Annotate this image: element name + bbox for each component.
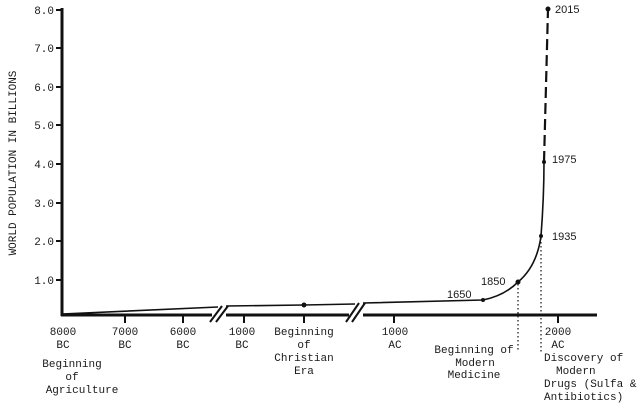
svg-text:Beginning: Beginning bbox=[274, 327, 333, 339]
y-ticks bbox=[56, 9, 62, 281]
svg-text:Antibiotics): Antibiotics) bbox=[544, 392, 623, 404]
svg-text:BC: BC bbox=[118, 340, 132, 352]
svg-text:of: of bbox=[297, 340, 310, 352]
annotation-modern-drugs: Discovery of Modern Drugs (Sulfa & Antib… bbox=[544, 353, 637, 404]
svg-text:Beginning of: Beginning of bbox=[434, 345, 513, 357]
svg-text:Modern: Modern bbox=[556, 366, 596, 378]
svg-text:1850: 1850 bbox=[481, 276, 505, 288]
svg-text:BC: BC bbox=[176, 340, 190, 352]
svg-text:1650: 1650 bbox=[447, 289, 471, 301]
svg-text:7.0: 7.0 bbox=[34, 44, 54, 56]
svg-text:6000: 6000 bbox=[170, 327, 196, 339]
svg-text:2.0: 2.0 bbox=[34, 237, 54, 249]
svg-text:Era: Era bbox=[294, 366, 314, 378]
point-labels: 1650 1850 1935 1975 2015 bbox=[447, 4, 579, 301]
population-curve bbox=[61, 161, 545, 315]
svg-text:5.0: 5.0 bbox=[34, 121, 54, 133]
svg-text:4.0: 4.0 bbox=[34, 160, 54, 172]
svg-text:BC: BC bbox=[235, 340, 249, 352]
annotation-agriculture: Beginning of Agriculture bbox=[42, 359, 118, 397]
annotation-christian-era: Beginning of Christian Era bbox=[274, 327, 333, 378]
svg-text:8.0: 8.0 bbox=[34, 6, 54, 18]
svg-text:1.0: 1.0 bbox=[34, 276, 54, 288]
svg-text:Agriculture: Agriculture bbox=[46, 385, 119, 397]
svg-text:1000: 1000 bbox=[229, 327, 255, 339]
svg-text:of: of bbox=[65, 372, 78, 384]
svg-text:AC: AC bbox=[551, 340, 565, 352]
projection-dashed-line bbox=[542, 8, 550, 163]
svg-text:7000: 7000 bbox=[112, 327, 138, 339]
svg-text:2000: 2000 bbox=[545, 327, 571, 339]
svg-text:1000: 1000 bbox=[382, 327, 408, 339]
svg-text:2015: 2015 bbox=[555, 4, 579, 16]
x-tick-labels: 8000 BC 7000 BC 6000 BC 1000 BC 1000 AC … bbox=[50, 327, 571, 352]
svg-text:1975: 1975 bbox=[552, 154, 576, 166]
svg-text:Discovery of: Discovery of bbox=[544, 353, 623, 365]
svg-text:Medicine: Medicine bbox=[448, 370, 501, 382]
svg-text:3.0: 3.0 bbox=[34, 199, 54, 211]
svg-text:Drugs (Sulfa &: Drugs (Sulfa & bbox=[544, 379, 637, 391]
svg-text:Modern: Modern bbox=[455, 358, 495, 370]
x-ticks bbox=[124, 315, 559, 323]
axis-break-2 bbox=[345, 302, 366, 323]
svg-text:6.0: 6.0 bbox=[34, 83, 54, 95]
svg-text:1935: 1935 bbox=[552, 231, 576, 243]
svg-text:AC: AC bbox=[388, 340, 402, 352]
data-points bbox=[301, 6, 551, 308]
annotation-modern-medicine: Beginning of Modern Medicine bbox=[434, 345, 513, 382]
y-tick-labels: 1.0 2.0 3.0 4.0 5.0 6.0 7.0 8.0 bbox=[34, 6, 54, 288]
svg-text:8000: 8000 bbox=[50, 327, 76, 339]
svg-text:Christian: Christian bbox=[274, 353, 333, 365]
svg-text:Beginning: Beginning bbox=[42, 359, 101, 371]
y-axis-label: WORLD POPULATION IN BILLIONS bbox=[8, 70, 20, 255]
svg-text:BC: BC bbox=[56, 340, 70, 352]
